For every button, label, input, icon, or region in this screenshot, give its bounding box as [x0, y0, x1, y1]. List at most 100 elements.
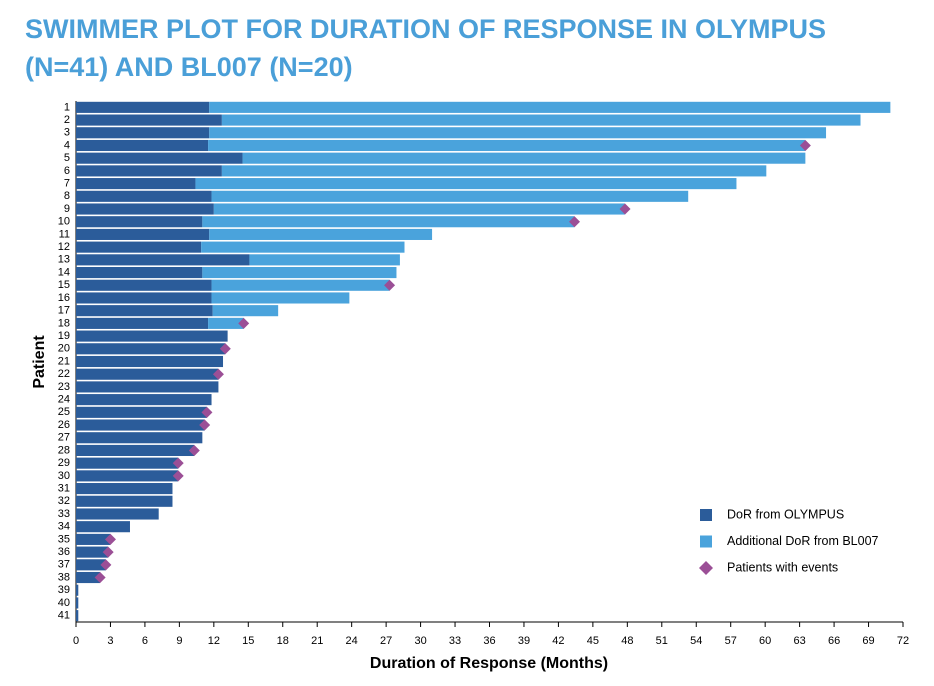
bar: [211, 190, 689, 202]
x-tick-label: 33: [449, 635, 461, 647]
bar: [76, 228, 210, 240]
bar: [76, 432, 203, 444]
x-tick-label: 60: [759, 635, 771, 647]
y-tick-label: 19: [58, 330, 70, 342]
bar: [76, 597, 79, 609]
bar: [209, 127, 827, 139]
y-tick-label: 21: [58, 355, 70, 367]
legend-label: Additional DoR from BL007: [727, 534, 879, 548]
y-tick-label: 12: [58, 241, 70, 253]
event-marker: [219, 343, 231, 355]
bar: [76, 495, 173, 507]
bar: [209, 228, 433, 240]
bar: [76, 444, 195, 457]
bar: [212, 305, 279, 317]
bar: [76, 546, 109, 558]
y-tick-label: 34: [58, 521, 70, 533]
y-tick-label: 20: [58, 343, 70, 355]
bar: [208, 317, 244, 329]
y-tick-label: 32: [58, 495, 70, 507]
x-tick-label: 57: [725, 635, 737, 647]
y-tick-label: 17: [58, 305, 70, 317]
legend-label: Patients with events: [727, 560, 838, 574]
legend-swatch: [700, 535, 712, 548]
bar: [76, 368, 219, 380]
bar: [76, 457, 179, 469]
y-tick-label: 29: [58, 457, 70, 469]
x-tick-label: 39: [518, 635, 530, 647]
y-tick-label: 9: [64, 203, 70, 215]
y-tick-label: 23: [58, 381, 70, 393]
legend-label: DoR from OLYMPUS: [727, 507, 844, 521]
y-tick-label: 2: [64, 114, 70, 126]
bar: [201, 241, 405, 253]
event-marker: [212, 368, 224, 380]
x-tick-label: 24: [346, 635, 358, 647]
bar: [76, 139, 209, 152]
x-tick-label: 12: [208, 635, 220, 647]
event-marker: [100, 559, 112, 571]
bar: [76, 152, 243, 164]
x-tick-label: 27: [380, 635, 392, 647]
bar: [202, 266, 397, 279]
x-tick-label: 54: [690, 635, 702, 647]
bar: [211, 292, 350, 304]
bar: [211, 279, 390, 291]
y-tick-label: 8: [64, 190, 70, 202]
y-tick-label: 11: [59, 228, 70, 240]
bar: [76, 381, 219, 393]
bar: [76, 114, 222, 126]
event-marker: [172, 470, 184, 482]
event-marker: [384, 279, 396, 291]
event-marker: [201, 406, 213, 418]
bar: [213, 203, 626, 215]
bar: [249, 254, 400, 266]
bar: [76, 470, 179, 482]
y-tick-label: 16: [58, 292, 70, 304]
bar: [76, 203, 214, 215]
y-tick-label: 37: [58, 559, 70, 571]
y-tick-label: 15: [58, 279, 70, 291]
event-marker: [102, 546, 114, 558]
bar: [76, 254, 250, 266]
bar: [195, 178, 737, 190]
bar: [76, 521, 130, 533]
bar: [76, 216, 203, 228]
y-tick-label: 22: [58, 368, 70, 380]
y-tick-label: 24: [58, 394, 70, 406]
y-tick-label: 28: [58, 444, 70, 456]
event-marker: [104, 533, 116, 545]
y-tick-label: 39: [58, 584, 70, 596]
x-axis-title: Duration of Response (Months): [370, 655, 608, 672]
bar: [76, 559, 106, 571]
bar: [76, 406, 207, 418]
y-tick-label: 10: [58, 216, 70, 228]
y-tick-label: 18: [58, 317, 70, 329]
legend-swatch: [700, 509, 712, 521]
bar: [76, 317, 209, 329]
y-tick-label: 33: [58, 508, 70, 520]
y-tick-label: 25: [58, 406, 70, 418]
bar: [76, 241, 202, 253]
bar: [76, 343, 226, 355]
x-tick-label: 45: [587, 635, 599, 647]
x-tick-label: 21: [311, 635, 323, 647]
x-tick-label: 42: [552, 635, 564, 647]
event-marker: [94, 572, 106, 584]
y-tick-label: 3: [64, 127, 70, 139]
bar: [76, 165, 222, 177]
y-tick-label: 27: [58, 432, 70, 444]
chart-title: SWIMMER PLOT FOR DURATION OF RESPONSE IN…: [25, 14, 826, 44]
x-tick-label: 3: [107, 635, 113, 647]
bar: [76, 610, 79, 622]
event-marker: [172, 457, 184, 469]
event-marker: [799, 139, 811, 151]
bar: [76, 394, 212, 406]
x-tick-label: 30: [414, 635, 426, 647]
y-tick-label: 7: [64, 178, 70, 190]
event-marker: [238, 317, 250, 329]
x-tick-label: 0: [73, 635, 79, 647]
bar: [76, 355, 224, 368]
x-tick-label: 51: [656, 635, 668, 647]
y-tick-label: 26: [58, 419, 70, 431]
